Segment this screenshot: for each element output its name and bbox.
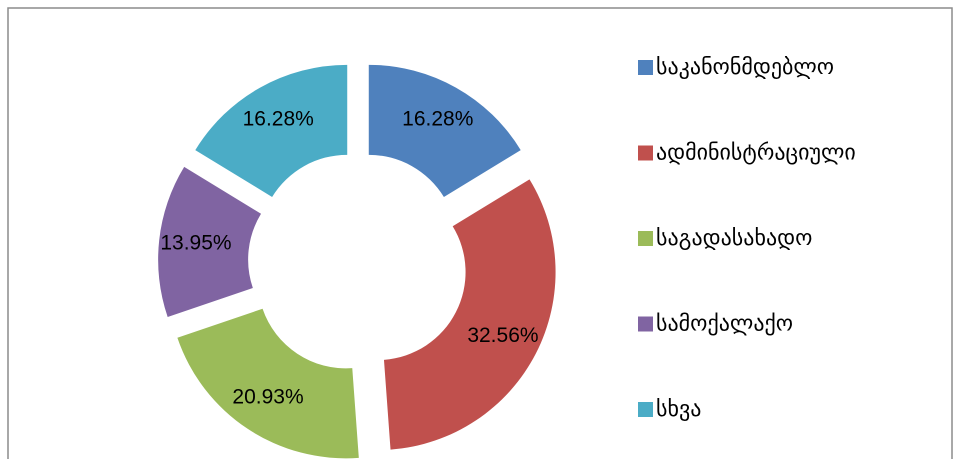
donut-slice (177, 308, 359, 459)
legend-swatch (638, 60, 653, 75)
data-label: 16.28% (243, 107, 314, 130)
legend-label: სამოქალაქო (656, 312, 793, 337)
data-label: 32.56% (467, 324, 538, 347)
legend-label: სხვა (656, 397, 701, 422)
donut-slice (383, 179, 556, 450)
legend-swatch (638, 145, 653, 161)
donut-slice (158, 166, 262, 318)
legend-label: საგადასახადო (656, 226, 812, 251)
legend-label: საკანონმდებლო (656, 55, 834, 80)
data-label: 16.28% (402, 107, 473, 130)
legend-swatch (638, 402, 653, 417)
donut-slice (195, 64, 348, 197)
legend-swatch (638, 231, 653, 246)
legend-label: ადმინისტრაციული (656, 141, 856, 166)
data-label: 13.95% (160, 232, 231, 255)
legend-swatch (638, 316, 653, 332)
donut-slice (368, 64, 521, 197)
data-label: 20.93% (232, 385, 303, 408)
